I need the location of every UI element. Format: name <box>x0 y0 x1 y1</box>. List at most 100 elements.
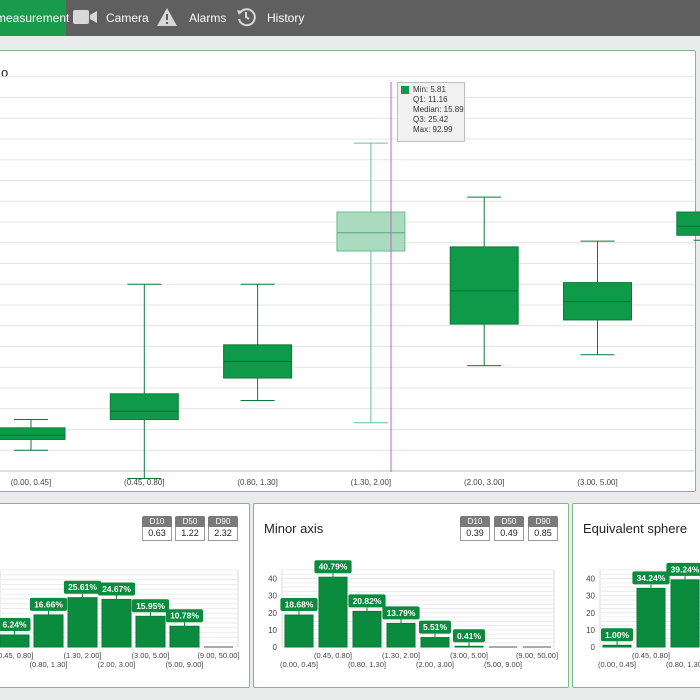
box-body <box>109 393 179 421</box>
histogram-bar <box>135 615 166 648</box>
x-tick-label: (0.00, 0.45] <box>598 660 636 669</box>
d90-value-2: 0.85 <box>528 527 558 541</box>
histogram-bar <box>454 645 484 648</box>
x-tick-label: (3.00, 5.00] <box>577 478 617 487</box>
tab-camera-label: Camera <box>106 11 149 25</box>
data-label-badge <box>314 560 352 574</box>
box-body <box>336 211 406 252</box>
equivalent-sphere-title: Equivalent sphere <box>583 521 688 536</box>
histogram-bar <box>67 597 98 648</box>
d90-label-1: D90 <box>208 516 238 527</box>
x-tick-label: (2.00, 3.00] <box>416 660 454 669</box>
x-tick-label: (1.30, 2.00] <box>382 651 420 660</box>
box-body <box>676 211 700 236</box>
data-label-badge <box>0 617 31 631</box>
data-label-badge <box>453 629 485 643</box>
y-tick-label: 0 <box>273 643 278 652</box>
data-label: 16.66% <box>34 599 63 609</box>
x-tick-label: (0.80, 1.30] <box>237 478 277 487</box>
d10-label-2: D10 <box>460 516 490 527</box>
x-tick-label: (0.45, 0.80] <box>124 478 164 487</box>
x-tick-label: (3.00, 5.00] <box>450 651 488 660</box>
tooltip-median: Median: 15.89 <box>413 105 464 114</box>
d10-value-1: 0.63 <box>142 527 172 541</box>
data-label: 15.95% <box>136 601 165 611</box>
y-tick-label: 10 <box>268 626 277 635</box>
tooltip-min: Min: 5.81 <box>413 85 446 94</box>
y-tick-label: 10 <box>586 626 595 635</box>
x-tick-label: (1.30, 2.00] <box>351 478 391 487</box>
tooltip-q1: Q1: 11.16 <box>413 95 448 104</box>
y-tick-label: 30 <box>268 592 277 601</box>
alert-icon <box>156 7 178 30</box>
tooltip-max: Max: 92.99 <box>413 125 453 134</box>
histogram-bar <box>318 576 348 648</box>
histogram-bar <box>101 599 132 648</box>
y-tick-label: 40 <box>268 575 277 584</box>
data-label: 1.00% <box>605 630 630 640</box>
boxplot-tooltip: Min: 5.81 Q1: 11.16 Median: 15.89 Q3: 25… <box>397 82 465 142</box>
tab-history-label: History <box>267 11 305 25</box>
histogram-bar <box>352 610 382 648</box>
x-tick-label: (2.00, 3.00] <box>464 478 504 487</box>
data-label-badge <box>63 580 102 594</box>
histogram-bar <box>284 614 314 648</box>
x-tick-label: (9.00, 50.00] <box>516 651 558 660</box>
x-tick-label: (3.00, 5.00] <box>132 651 170 660</box>
data-label: 5.51% <box>423 622 448 632</box>
tab-camera[interactable]: Camera <box>72 0 149 36</box>
x-tick-label: (0.80, 1.30] <box>348 660 386 669</box>
box-body <box>449 246 519 325</box>
x-tick-label: (0.45, 0.80] <box>632 651 670 660</box>
data-label: 18.68% <box>285 600 314 610</box>
box-body <box>0 427 66 440</box>
data-label: 25.61% <box>68 582 97 592</box>
y-tick-label: 0 <box>591 643 596 652</box>
tab-measurement[interactable]: measurement <box>0 0 70 36</box>
data-label-badge <box>601 628 633 642</box>
data-label-badge <box>348 594 386 608</box>
tab-history[interactable]: History <box>236 0 304 36</box>
histogram-bar <box>636 587 666 648</box>
data-label: 40.79% <box>319 562 348 572</box>
d10-badge-2: D10 0.39 <box>460 516 490 542</box>
data-label: 13.79% <box>387 608 416 618</box>
d50-value-2: 0.49 <box>494 527 524 541</box>
x-tick-label: (0.80, 1.30] <box>30 660 68 669</box>
tooltip-swatch <box>401 86 409 94</box>
tab-alarms-label: Alarms <box>189 11 227 25</box>
histogram-bar <box>169 625 200 648</box>
data-label: 10.78% <box>170 611 199 621</box>
d50-label-1: D50 <box>175 516 205 527</box>
x-tick-label: (0.45, 0.80] <box>314 651 352 660</box>
x-tick-label: (5.00, 9.00] <box>484 660 522 669</box>
camera-icon <box>72 7 98 30</box>
histogram-bar <box>602 644 632 648</box>
data-label: 6.24% <box>2 619 27 629</box>
tooltip-q3: Q3: 25.42 <box>413 115 449 124</box>
x-tick-label: (9.00, 50.00] <box>197 651 239 660</box>
d50-badge-2: D50 0.49 <box>494 516 524 542</box>
d90-label-2: D90 <box>528 516 558 527</box>
x-tick-label: (1.30, 2.00] <box>64 651 102 660</box>
d50-label-2: D50 <box>494 516 524 527</box>
data-label: 20.82% <box>353 596 382 606</box>
top-nav-bar: measurement Camera Alarms History <box>0 0 700 36</box>
histogram-bar <box>386 622 416 648</box>
d50-value-1: 1.22 <box>175 527 205 541</box>
y-tick-label: 40 <box>586 575 595 584</box>
d50-badge-1: D50 1.22 <box>175 516 205 542</box>
x-tick-label: (5.00, 9.00] <box>166 660 204 669</box>
y-tick-label: 20 <box>586 609 595 618</box>
tab-alarms[interactable]: Alarms <box>156 0 226 36</box>
d90-badge-1: D90 2.32 <box>208 516 238 542</box>
histogram-bar <box>33 614 64 648</box>
data-label: 34.24% <box>637 573 666 583</box>
tab-measurement-label: measurement <box>0 11 70 25</box>
histogram-bar <box>670 579 700 648</box>
histogram-bar <box>420 637 450 648</box>
d10-badge-1: D10 0.63 <box>142 516 172 542</box>
d10-value-2: 0.39 <box>460 527 490 541</box>
data-label-badge <box>419 620 451 634</box>
